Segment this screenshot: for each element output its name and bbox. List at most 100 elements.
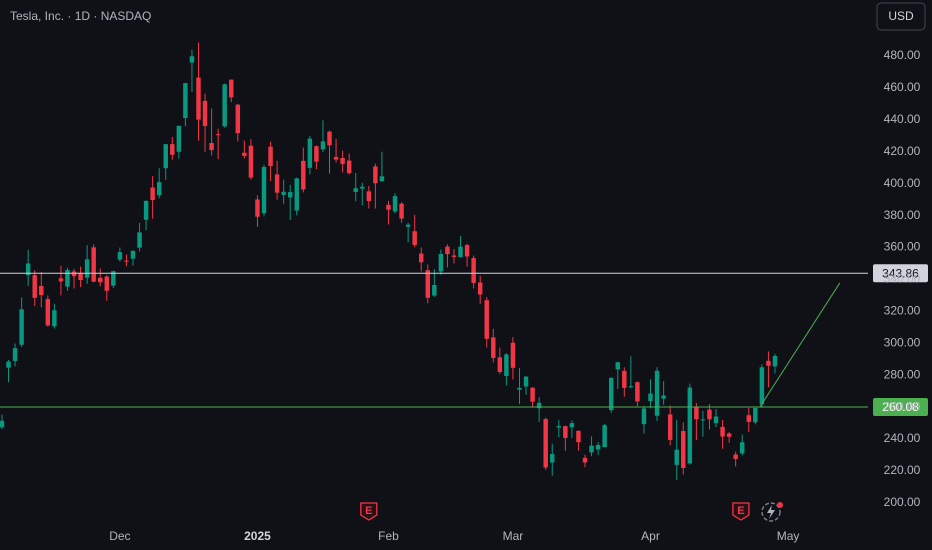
candle-body xyxy=(608,377,614,411)
candle-body xyxy=(392,196,398,212)
chart-title: Tesla, Inc. · 1D · NASDAQ xyxy=(10,9,151,23)
price-label-box xyxy=(873,264,928,283)
y-tick-label: 420.00 xyxy=(884,144,921,158)
candle-body xyxy=(150,187,155,200)
candle-body xyxy=(235,104,241,134)
candle-body xyxy=(477,282,483,295)
alert-dot xyxy=(777,502,783,508)
y-tick-label: 260.00 xyxy=(884,399,921,413)
candle-body xyxy=(261,167,267,214)
candle-body xyxy=(301,160,306,190)
x-tick-label: Dec xyxy=(109,529,130,543)
candle-body xyxy=(713,416,719,424)
candle-body xyxy=(366,191,372,202)
candle-body xyxy=(523,376,529,387)
candle-body xyxy=(386,204,391,210)
y-tick-label: 340.00 xyxy=(884,272,921,286)
candle-body xyxy=(484,300,489,339)
candle-body xyxy=(25,263,31,276)
x-tick-label: Mar xyxy=(503,529,524,543)
y-tick-label: 440.00 xyxy=(884,112,921,126)
candle-body xyxy=(418,253,424,263)
candle-body xyxy=(602,425,607,448)
candle-body xyxy=(550,454,555,463)
y-tick-label: 240.00 xyxy=(884,431,921,445)
candle-body xyxy=(726,433,732,437)
candle-body xyxy=(694,407,699,420)
candle-body xyxy=(563,426,568,438)
candle-body xyxy=(209,142,214,151)
candle-body xyxy=(255,199,260,217)
candle-body xyxy=(327,131,332,146)
candle-body xyxy=(733,454,738,459)
candle-body xyxy=(287,192,293,198)
candle-body xyxy=(19,309,24,345)
candle-body xyxy=(674,449,679,465)
alert-bolt xyxy=(767,505,775,519)
candle-body xyxy=(687,387,693,464)
currency-button[interactable] xyxy=(876,2,926,31)
candle-body xyxy=(543,419,548,468)
y-tick-label: 460.00 xyxy=(884,80,921,94)
y-tick-label: 320.00 xyxy=(884,304,921,318)
alert-ring xyxy=(761,502,781,522)
candle-body xyxy=(52,310,57,327)
candle-body xyxy=(346,160,352,174)
candle-body xyxy=(405,224,411,227)
candle-body xyxy=(739,442,745,454)
candle-body xyxy=(176,125,182,152)
candle-body xyxy=(111,271,116,286)
x-tick-label: Feb xyxy=(378,529,399,543)
candle-body xyxy=(569,423,575,428)
x-tick-label: 2025 xyxy=(244,529,271,543)
candle-body xyxy=(635,382,640,402)
y-tick-label: 300.00 xyxy=(884,335,921,349)
candle-body xyxy=(58,278,64,282)
candle-body xyxy=(582,457,588,463)
candle-body xyxy=(373,166,378,184)
candle-body xyxy=(700,419,706,421)
y-tick-label: 400.00 xyxy=(884,176,921,190)
candle-body xyxy=(438,253,444,272)
price-label-box xyxy=(873,397,928,416)
candle-body xyxy=(425,270,431,298)
candle-body xyxy=(222,84,227,127)
candle-body xyxy=(183,83,188,119)
currency-label[interactable]: USD xyxy=(888,9,914,23)
candle-body xyxy=(340,157,345,164)
y-tick-label: 360.00 xyxy=(884,240,921,254)
candle-body xyxy=(196,77,201,120)
candle-body xyxy=(229,79,234,98)
candle-body xyxy=(294,178,299,211)
candle-body xyxy=(530,387,535,402)
candle-body xyxy=(766,360,771,366)
candle-body xyxy=(248,145,254,178)
event-marker-icon xyxy=(732,502,750,521)
candle-body xyxy=(504,354,509,376)
candle-body xyxy=(124,260,129,262)
candle-body xyxy=(333,156,339,160)
candle-body xyxy=(163,144,168,169)
candle-body xyxy=(143,200,149,220)
candle-body xyxy=(353,188,358,192)
candle-body xyxy=(314,146,319,162)
candle-body xyxy=(517,387,522,390)
candle-body xyxy=(753,407,758,423)
candle-body xyxy=(746,415,752,422)
candle-body xyxy=(32,275,37,298)
candle-body xyxy=(202,100,208,126)
candle-body xyxy=(45,299,51,326)
candle-body xyxy=(556,426,562,428)
candle-body xyxy=(130,250,136,259)
candle-body xyxy=(215,134,221,136)
alert-icon[interactable] xyxy=(761,502,783,522)
price-label: 260.08 xyxy=(882,400,919,414)
candle-body xyxy=(137,232,142,248)
candle-body xyxy=(242,152,247,156)
price-label: 343.86 xyxy=(882,266,919,280)
event-marker-icon xyxy=(360,502,378,521)
candle-body xyxy=(379,176,385,182)
candle-body xyxy=(648,393,653,402)
